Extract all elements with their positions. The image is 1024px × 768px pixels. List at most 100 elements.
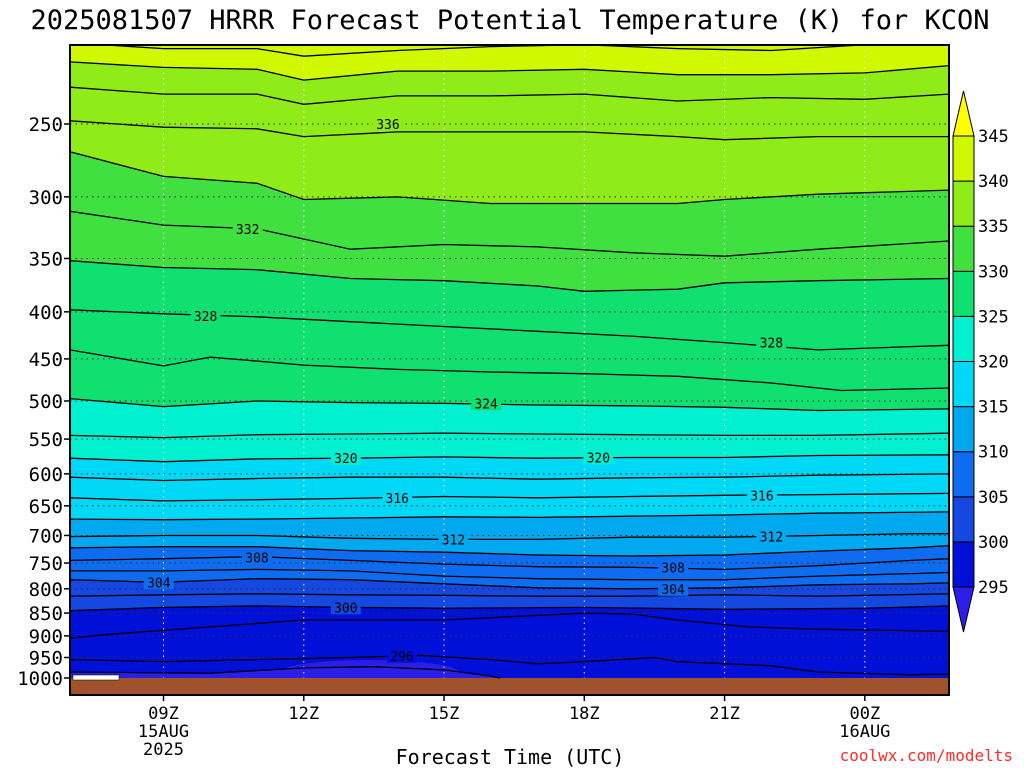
theta-shade-cell xyxy=(163,48,174,68)
theta-shade-cell xyxy=(761,665,772,678)
theta-shade-cell xyxy=(116,570,127,582)
theta-shade-cell xyxy=(902,594,913,608)
theta-shade-cell xyxy=(294,606,305,621)
theta-shade-cell xyxy=(509,457,520,479)
theta-shade-cell xyxy=(172,480,183,501)
theta-shade-cell xyxy=(724,477,735,496)
theta-shade-cell xyxy=(285,101,296,135)
theta-shade-cell xyxy=(920,512,931,534)
theta-shade-cell xyxy=(406,71,417,96)
colorbar-label: 315 xyxy=(978,398,1009,418)
theta-shade-cell xyxy=(359,133,370,198)
theta-shade-cell xyxy=(434,433,445,457)
theta-shade-cell xyxy=(715,624,726,664)
theta-shade-cell xyxy=(518,497,529,518)
theta-shade-cell xyxy=(705,579,716,588)
theta-shade-cell xyxy=(640,289,651,338)
credit-link[interactable]: coolwx.com/modelts xyxy=(840,746,1013,765)
theta-shade-cell xyxy=(191,460,202,480)
theta-shade-cell xyxy=(902,454,913,475)
theta-shade-cell xyxy=(500,246,511,285)
theta-shade-cell xyxy=(939,408,949,434)
theta-shade-cell xyxy=(98,216,109,264)
theta-shade-cell xyxy=(827,629,838,673)
theta-shade-cell xyxy=(210,535,221,547)
theta-shade-cell xyxy=(761,586,772,596)
theta-shade-cell xyxy=(144,223,155,267)
theta-shade-cell xyxy=(490,539,501,554)
theta-shade-cell xyxy=(836,98,847,137)
theta-shade-cell xyxy=(481,95,492,132)
theta-shade-cell xyxy=(210,180,221,228)
theta-shade-cell xyxy=(154,365,165,407)
theta-shade-cell xyxy=(107,217,118,264)
theta-shade-cell xyxy=(415,517,426,540)
theta-shade-cell xyxy=(902,547,913,561)
theta-shade-cell xyxy=(836,280,847,350)
theta-shade-cell xyxy=(790,455,800,476)
theta-shade-cell xyxy=(574,579,585,589)
theta-shade-cell xyxy=(892,389,903,410)
theta-shade-cell xyxy=(874,192,885,246)
theta-shade-cell xyxy=(257,578,267,594)
ground-label-box xyxy=(72,674,120,681)
theta-shade-cell xyxy=(743,578,754,588)
theta-shade-cell xyxy=(144,172,155,224)
theta-shade-cell xyxy=(425,477,436,497)
theta-shade-cell xyxy=(715,74,726,100)
theta-shade-cell xyxy=(341,620,352,658)
theta-shade-cell xyxy=(687,202,698,255)
theta-shade-cell xyxy=(677,515,688,538)
theta-shade-cell xyxy=(874,584,885,596)
theta-shade-cell xyxy=(425,655,436,670)
theta-shade-cell xyxy=(696,555,707,569)
theta-shade-cell xyxy=(219,594,230,607)
theta-shade-cell xyxy=(200,606,211,628)
theta-shade-cell xyxy=(406,562,417,575)
theta-shade-cell xyxy=(649,45,660,48)
theta-shade-cell xyxy=(556,373,567,406)
theta-shade-cell xyxy=(705,200,716,256)
theta-shade-cell xyxy=(780,97,791,138)
theta-shade-cell xyxy=(715,537,726,556)
theta-shade-cell xyxy=(799,348,810,387)
theta-shade-cell xyxy=(668,619,679,661)
theta-shade-cell xyxy=(472,403,483,434)
theta-shade-cell xyxy=(210,519,221,536)
contour-label-bg xyxy=(190,307,221,323)
theta-shade-cell xyxy=(228,128,239,182)
theta-shade-cell xyxy=(640,496,651,516)
theta-shade-cell xyxy=(359,278,370,323)
theta-shade-cell xyxy=(266,669,277,679)
theta-shade-cell xyxy=(116,478,127,500)
theta-shade-cell xyxy=(453,496,464,517)
theta-shade-cell xyxy=(406,403,417,434)
theta-shade-cell xyxy=(415,198,426,246)
theta-shade-cell xyxy=(228,181,239,228)
theta-shade-cell xyxy=(126,220,137,266)
theta-shade-cell xyxy=(649,289,660,338)
theta-shade-cell xyxy=(603,588,613,597)
theta-shade-cell xyxy=(790,552,800,567)
theta-shade-cell xyxy=(836,595,847,609)
theta-shade-cell xyxy=(462,457,473,478)
theta-shade-cell xyxy=(640,658,651,678)
theta-shade-cell xyxy=(359,248,370,279)
contour-label-bg xyxy=(330,450,361,466)
theta-shade-cell xyxy=(930,512,941,534)
theta-shade-cell xyxy=(780,608,791,629)
theta-shade-cell xyxy=(565,434,576,458)
theta-shade-cell xyxy=(98,536,109,548)
theta-shade-cell xyxy=(191,178,202,227)
theta-shade-cell xyxy=(509,330,520,373)
theta-shade-cell xyxy=(247,578,258,594)
theta-shade-cell xyxy=(369,97,380,134)
theta-shade-cell xyxy=(107,547,118,560)
theta-shade-cell xyxy=(472,371,483,404)
theta-shade-cell xyxy=(116,608,127,634)
theta-shade-cell xyxy=(659,203,670,254)
theta-shade-cell xyxy=(425,403,436,434)
theta-shade-cell xyxy=(200,519,211,536)
theta-shade-cell xyxy=(144,479,155,501)
theta-shade-cell xyxy=(574,538,585,556)
